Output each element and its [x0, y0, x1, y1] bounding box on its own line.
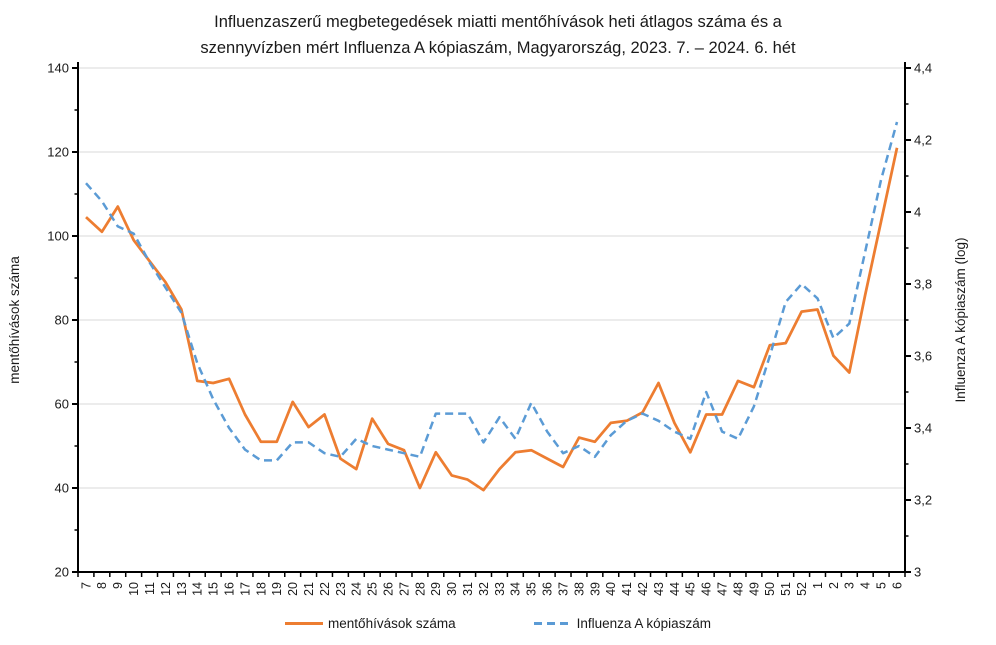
right-tick-label: 3,4 — [914, 421, 932, 436]
x-tick-label: 15 — [207, 582, 221, 596]
chart-title-line1: Influenzaszerű megbetegedések miatti men… — [214, 13, 782, 31]
x-tick-label: 7 — [79, 582, 93, 589]
legend-label-calls: mentőhívások száma — [328, 616, 456, 631]
x-tick-label: 10 — [127, 582, 141, 596]
x-tick-label: 23 — [334, 582, 348, 596]
legend-label-copies: Influenza A kópiaszám — [576, 616, 711, 631]
right-tick-label: 3,6 — [914, 349, 932, 364]
x-tick-label: 26 — [382, 582, 396, 596]
x-tick-label: 27 — [397, 582, 411, 596]
x-tick-label: 22 — [318, 582, 332, 596]
x-tick-label: 38 — [572, 582, 586, 596]
x-tick-label: 28 — [413, 582, 427, 596]
right-tick-label: 4,4 — [914, 61, 932, 76]
x-tick-label: 21 — [302, 582, 316, 596]
right-tick-label: 3,2 — [914, 493, 932, 508]
chart-title-line2: szennyvízben mért Influenza A kópiaszám,… — [200, 38, 796, 57]
left-tick-label: 60 — [55, 397, 69, 412]
x-tick-label: 14 — [191, 582, 205, 596]
x-tick-label: 8 — [95, 582, 109, 589]
x-tick-label: 12 — [159, 582, 173, 596]
right-tick-label: 3,8 — [914, 277, 932, 292]
x-tick-label: 19 — [270, 582, 284, 596]
x-tick-label: 48 — [731, 582, 745, 596]
x-tick-label: 17 — [238, 582, 252, 596]
x-tick-label: 30 — [445, 582, 459, 596]
x-tick-label: 44 — [668, 582, 682, 596]
x-tick-label: 13 — [175, 582, 189, 596]
left-tick-label: 120 — [47, 145, 69, 160]
x-tick-label: 41 — [620, 582, 634, 596]
x-tick-label: 35 — [525, 582, 539, 596]
x-tick-label: 36 — [541, 582, 555, 596]
x-tick-label: 25 — [366, 582, 380, 596]
x-tick-label: 37 — [556, 582, 570, 596]
x-tick-label: 39 — [588, 582, 602, 596]
x-tick-label: 31 — [461, 582, 475, 596]
x-tick-label: 51 — [779, 582, 793, 596]
legend-line-solid-icon — [285, 622, 324, 625]
x-tick-label: 6 — [890, 582, 904, 589]
left-tick-label: 20 — [55, 565, 69, 580]
legend-item-copies: Influenza A kópiaszám — [533, 616, 711, 631]
x-tick-label: 52 — [795, 582, 809, 596]
x-tick-label: 46 — [700, 582, 714, 596]
x-tick-label: 49 — [747, 582, 761, 596]
right-axis-title: Influenza A kópiaszám (log) — [953, 237, 968, 403]
left-tick-label: 140 — [47, 61, 69, 76]
left-tick-label: 80 — [55, 313, 69, 328]
x-tick-label: 16 — [222, 582, 236, 596]
x-tick-label: 50 — [763, 582, 777, 596]
x-tick-label: 1 — [811, 582, 825, 589]
x-tick-label: 43 — [652, 582, 666, 596]
right-tick-label: 4,2 — [914, 133, 932, 148]
x-tick-label: 34 — [509, 582, 523, 596]
chart-title: Influenzaszerű megbetegedések miatti men… — [98, 10, 898, 61]
x-tick-label: 18 — [254, 582, 268, 596]
x-tick-label: 11 — [143, 582, 157, 595]
x-tick-label: 42 — [636, 582, 650, 596]
left-tick-label: 100 — [47, 229, 69, 244]
x-tick-label: 20 — [286, 582, 300, 596]
series-line-copies — [85, 121, 899, 462]
x-tick-label: 45 — [684, 582, 698, 596]
x-tick-label: 40 — [604, 582, 618, 596]
x-tick-label: 9 — [111, 582, 125, 589]
left-axis-title: mentőhívások száma — [7, 256, 22, 384]
legend-item-calls: mentőhívások száma — [285, 616, 456, 631]
x-tick-label: 3 — [843, 582, 857, 589]
x-tick-label: 33 — [493, 582, 507, 596]
x-tick-label: 29 — [429, 582, 443, 596]
x-tick-label: 24 — [350, 582, 364, 596]
right-tick-label: 4 — [914, 205, 921, 220]
x-tick-label: 5 — [875, 582, 889, 589]
x-tick-label: 32 — [477, 582, 491, 596]
x-tick-label: 47 — [715, 582, 729, 596]
legend-line-dashed-icon — [533, 622, 572, 625]
series-line-calls — [85, 147, 899, 492]
right-tick-label: 3 — [914, 565, 921, 580]
x-tick-label: 2 — [827, 582, 841, 589]
x-tick-label: 4 — [859, 582, 873, 589]
legend: mentőhívások száma Influenza A kópiaszám — [0, 616, 996, 631]
left-tick-label: 40 — [55, 481, 69, 496]
